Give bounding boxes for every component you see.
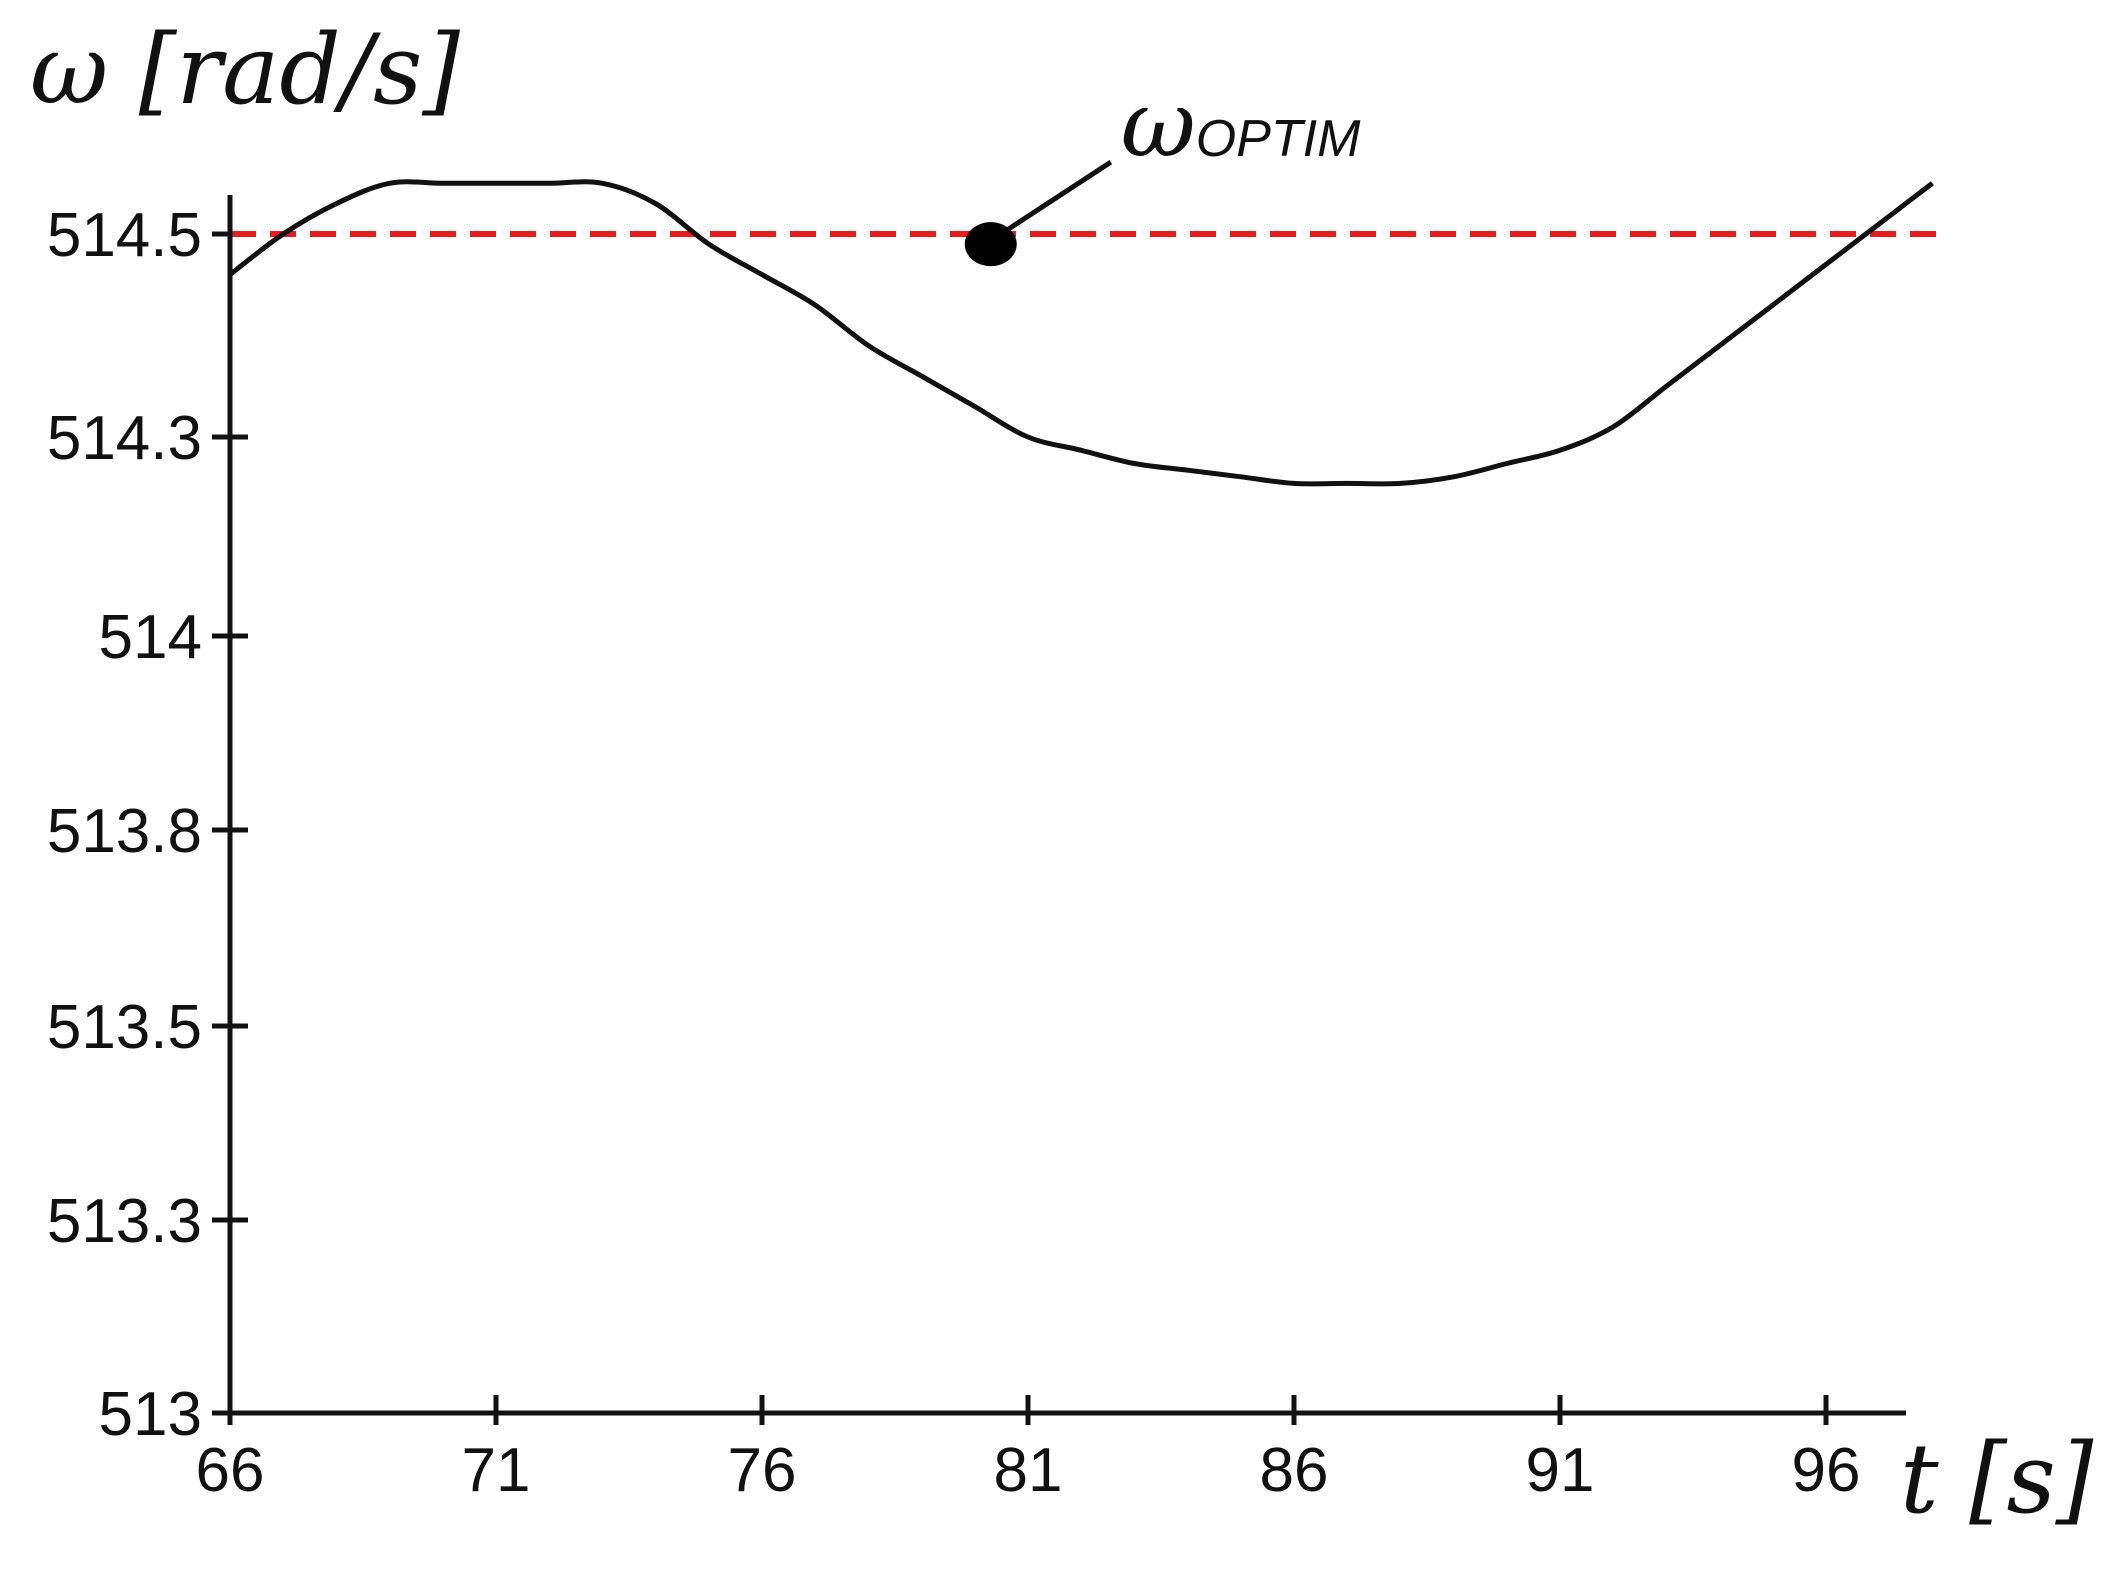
x-axis-ticks: 66 71 76 81 86 91 96 [196,1395,1861,1505]
annotation-label: ωOPTIM [1121,71,1361,178]
y-axis-ticks: 513 513.3 513.5 513.8 514 514.3 514.5 [47,201,248,1449]
annotation-leader-line [999,160,1113,237]
series-line [228,179,1934,487]
x-axis-title: t [s] [1900,1423,2094,1535]
x-tick-label: 86 [1260,1436,1329,1505]
x-tick-label: 81 [994,1436,1063,1505]
y-axis-title: ω [rad/s] [30,14,460,126]
y-tick-label: 514 [99,603,202,672]
annotation-subscript: OPTIM [1196,110,1361,168]
y-tick-label: 513.3 [47,1187,202,1256]
y-tick-label: 513 [99,1380,202,1449]
y-tick-label: 513.8 [47,797,202,866]
x-tick-label: 76 [728,1436,797,1505]
y-tick-label: 514.5 [47,201,202,270]
annotation-symbol: ω [1121,71,1196,178]
x-tick-label: 71 [462,1436,531,1505]
annotation-marker [964,222,1017,267]
y-tick-label: 513.5 [47,993,202,1062]
y-tick-label: 514.3 [47,404,202,473]
x-tick-label: 96 [1792,1436,1861,1505]
x-tick-label: 91 [1526,1436,1595,1505]
x-tick-label: 66 [196,1436,265,1505]
